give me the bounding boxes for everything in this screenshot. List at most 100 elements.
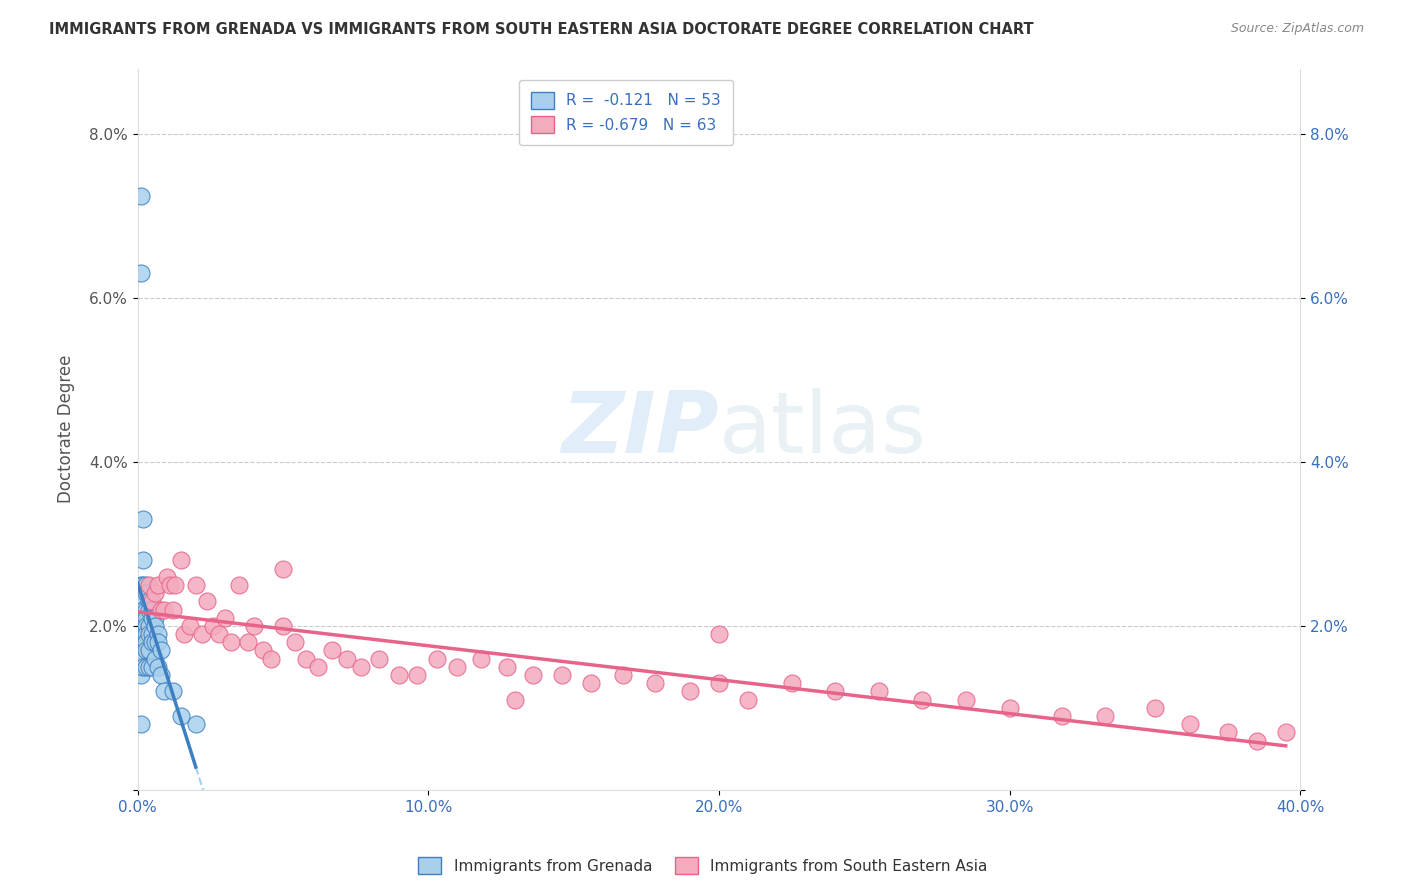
Point [138, 627, 160, 641]
Point [495, 660, 517, 674]
Point [162, 684, 184, 698]
Legend: Immigrants from Grenada, Immigrants from South Eastern Asia: Immigrants from Grenada, Immigrants from… [412, 851, 994, 880]
Point [132, 635, 155, 649]
Point [146, 578, 169, 592]
Point [138, 643, 160, 657]
Point [129, 643, 152, 657]
Point [446, 660, 468, 674]
Point [149, 668, 172, 682]
Point [129, 602, 152, 616]
Point [679, 684, 702, 698]
Point [228, 578, 250, 592]
Point [143, 635, 166, 649]
Point [135, 635, 157, 649]
Point [132, 651, 155, 665]
Point [998, 701, 1021, 715]
Point [129, 668, 152, 682]
Point [170, 553, 193, 567]
Point [129, 717, 152, 731]
Point [295, 651, 318, 665]
Point [260, 651, 283, 665]
Point [143, 619, 166, 633]
Point [707, 676, 730, 690]
Point [1094, 709, 1116, 723]
Point [135, 602, 157, 616]
Point [1274, 725, 1296, 739]
Point [1216, 725, 1239, 739]
Point [350, 660, 373, 674]
Point [505, 692, 527, 706]
Point [551, 668, 574, 682]
Point [132, 578, 155, 592]
Point [141, 602, 163, 616]
Point [271, 561, 294, 575]
Point [138, 594, 160, 608]
Text: atlas: atlas [718, 388, 927, 471]
Point [129, 578, 152, 592]
Point [307, 660, 329, 674]
Point [737, 692, 759, 706]
Point [132, 660, 155, 674]
Point [219, 635, 242, 649]
Point [132, 512, 155, 526]
Point [138, 619, 160, 633]
Point [129, 610, 152, 624]
Point [173, 627, 195, 641]
Point [470, 651, 492, 665]
Point [149, 602, 172, 616]
Point [129, 627, 152, 641]
Point [197, 594, 219, 608]
Point [284, 635, 307, 649]
Point [138, 578, 160, 592]
Point [132, 619, 155, 633]
Point [824, 684, 846, 698]
Point [579, 676, 602, 690]
Point [146, 635, 169, 649]
Legend: R =  -0.121   N = 53, R = -0.679   N = 63: R = -0.121 N = 53, R = -0.679 N = 63 [519, 79, 733, 145]
Point [135, 643, 157, 657]
Point [143, 610, 166, 624]
Point [129, 660, 152, 674]
Point [132, 594, 155, 608]
Point [170, 709, 193, 723]
Point [165, 578, 187, 592]
Point [135, 627, 157, 641]
Point [1178, 717, 1201, 731]
Point [162, 602, 184, 616]
Point [135, 578, 157, 592]
Point [179, 619, 201, 633]
Point [1246, 733, 1268, 747]
Point [190, 627, 212, 641]
Text: IMMIGRANTS FROM GRENADA VS IMMIGRANTS FROM SOUTH EASTERN ASIA DOCTORATE DEGREE C: IMMIGRANTS FROM GRENADA VS IMMIGRANTS FR… [49, 22, 1033, 37]
Point [132, 602, 155, 616]
Point [644, 676, 666, 690]
Point [141, 660, 163, 674]
Text: ZIP: ZIP [561, 388, 718, 471]
Point [911, 692, 934, 706]
Point [336, 651, 359, 665]
Point [141, 610, 163, 624]
Point [132, 627, 155, 641]
Point [780, 676, 803, 690]
Point [153, 684, 176, 698]
Point [184, 717, 207, 731]
Point [135, 660, 157, 674]
Point [141, 594, 163, 608]
Point [271, 619, 294, 633]
Point [135, 586, 157, 600]
Point [612, 668, 634, 682]
Point [184, 578, 207, 592]
Point [955, 692, 977, 706]
Point [214, 610, 236, 624]
Point [405, 668, 427, 682]
Point [132, 553, 155, 567]
Point [159, 578, 181, 592]
Point [138, 602, 160, 616]
Point [135, 619, 157, 633]
Point [143, 651, 166, 665]
Point [146, 660, 169, 674]
Point [367, 651, 389, 665]
Text: Source: ZipAtlas.com: Source: ZipAtlas.com [1230, 22, 1364, 36]
Point [522, 668, 544, 682]
Point [143, 586, 166, 600]
